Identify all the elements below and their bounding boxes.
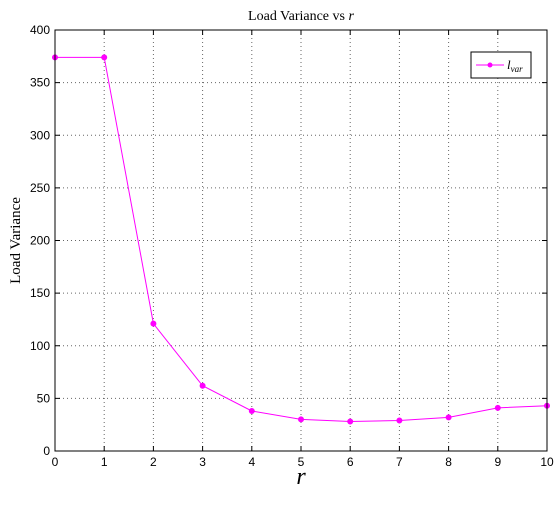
y-tick-label: 250 bbox=[30, 181, 50, 195]
x-tick-label: 9 bbox=[494, 455, 501, 469]
data-point bbox=[248, 408, 255, 415]
y-tick-label: 350 bbox=[30, 76, 50, 90]
chart-title: Load Variance vs r bbox=[248, 9, 354, 24]
data-point bbox=[199, 382, 206, 389]
y-tick-label: 150 bbox=[30, 286, 50, 300]
data-point bbox=[494, 404, 501, 411]
data-point bbox=[347, 418, 354, 425]
data-point bbox=[150, 320, 157, 327]
x-tick-label: 0 bbox=[52, 455, 59, 469]
y-tick-label: 300 bbox=[30, 128, 50, 142]
x-tick-label: 4 bbox=[248, 455, 255, 469]
series-layer bbox=[52, 54, 550, 425]
y-tick-label: 0 bbox=[43, 444, 50, 458]
x-tick-label: 10 bbox=[540, 455, 554, 469]
x-tick-label: 2 bbox=[150, 455, 157, 469]
data-point bbox=[396, 417, 403, 424]
legend: lvar bbox=[470, 51, 532, 79]
data-point bbox=[445, 414, 452, 421]
y-tick-label: 200 bbox=[30, 234, 50, 248]
y-tick-label: 100 bbox=[30, 339, 50, 353]
x-tick-label: 5 bbox=[298, 455, 305, 469]
legend-entry-l-var: lvar bbox=[507, 57, 523, 74]
legend-marker bbox=[487, 62, 493, 68]
x-tick-label: 8 bbox=[445, 455, 452, 469]
y-tick-label: 50 bbox=[37, 391, 51, 405]
y-tick-label: 400 bbox=[30, 23, 50, 37]
x-axis-label: r bbox=[296, 464, 306, 490]
x-tick-label: 1 bbox=[101, 455, 108, 469]
data-point bbox=[101, 54, 108, 61]
x-tick-label: 7 bbox=[396, 455, 403, 469]
plot-frame bbox=[54, 29, 548, 452]
x-tick-label: 6 bbox=[347, 455, 354, 469]
y-axis-label: Load Variance bbox=[8, 197, 24, 284]
grid bbox=[55, 30, 547, 451]
data-point bbox=[298, 416, 304, 423]
x-tick-label: 3 bbox=[199, 455, 206, 469]
